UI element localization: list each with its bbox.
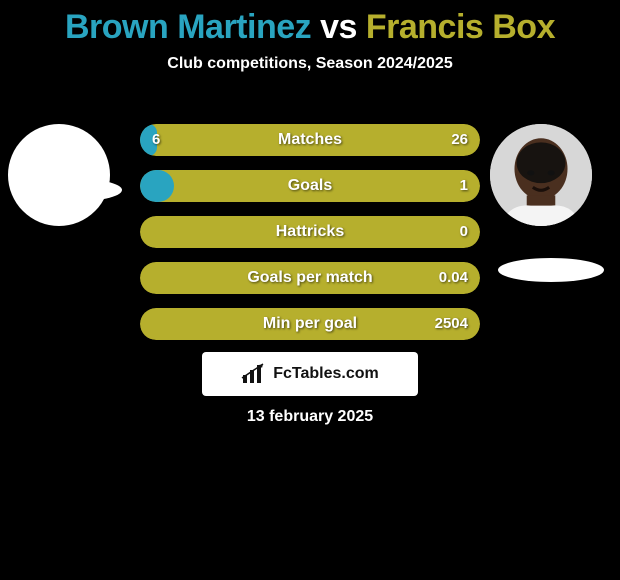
title-player2: Francis Box	[366, 8, 555, 46]
bar-right	[140, 308, 480, 340]
bar-right	[140, 170, 480, 202]
stat-value-right: 1	[460, 170, 468, 202]
footer-date: 13 february 2025	[0, 408, 620, 426]
site-logo: FcTables.com	[202, 352, 418, 396]
title-player1: Brown Martinez	[65, 8, 311, 46]
bar-right	[140, 262, 480, 294]
bar-right	[140, 124, 480, 156]
stat-row: 1Goals	[140, 170, 480, 202]
stat-value-right: 2504	[435, 308, 468, 340]
stat-row: 626Matches	[140, 124, 480, 156]
title-vs: vs	[320, 8, 357, 46]
stat-row: 0.04Goals per match	[140, 262, 480, 294]
bar-left	[140, 170, 174, 202]
player1-avatar	[8, 124, 110, 226]
subtitle: Club competitions, Season 2024/2025	[0, 55, 620, 73]
bar-chart-icon	[241, 363, 267, 385]
player1-club-badge	[16, 178, 122, 202]
player2-club-badge	[498, 258, 604, 282]
stat-value-right: 0	[460, 216, 468, 248]
stat-row: 0Hattricks	[140, 216, 480, 248]
stat-value-right: 26	[451, 124, 468, 156]
bar-right	[140, 216, 480, 248]
page-title: Brown Martinez vs Francis Box	[0, 0, 620, 47]
stats-area: 626Matches1Goals0Hattricks0.04Goals per …	[140, 124, 480, 354]
site-logo-text: FcTables.com	[273, 365, 379, 383]
stat-value-left: 6	[152, 124, 160, 156]
stat-value-right: 0.04	[439, 262, 468, 294]
player2-avatar-image	[490, 124, 592, 226]
player2-avatar	[490, 124, 592, 226]
stat-row: 2504Min per goal	[140, 308, 480, 340]
